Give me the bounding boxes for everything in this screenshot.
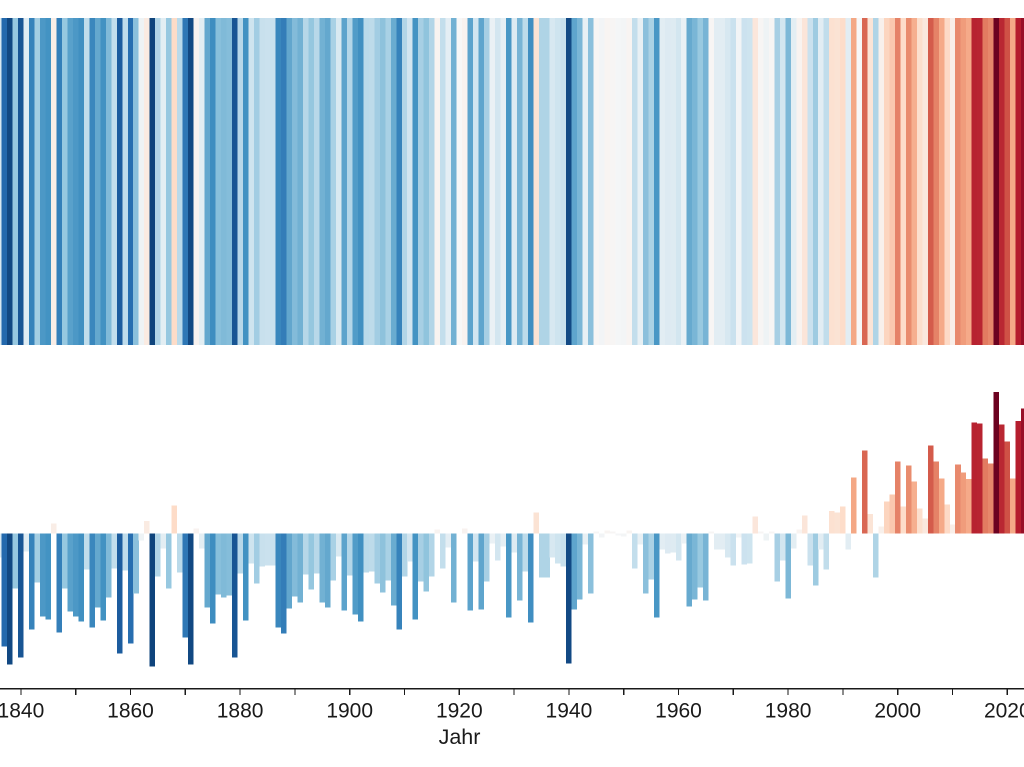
svg-text:1940: 1940	[546, 700, 593, 723]
svg-text:1960: 1960	[655, 700, 702, 723]
svg-text:1840: 1840	[0, 700, 44, 723]
svg-text:2000: 2000	[874, 700, 921, 723]
svg-text:1880: 1880	[217, 700, 264, 723]
svg-text:1980: 1980	[765, 700, 812, 723]
svg-text:1920: 1920	[436, 700, 483, 723]
svg-text:2020: 2020	[984, 700, 1024, 723]
svg-text:1860: 1860	[107, 700, 154, 723]
svg-text:1900: 1900	[326, 700, 373, 723]
svg-text:Jahr: Jahr	[439, 725, 481, 749]
